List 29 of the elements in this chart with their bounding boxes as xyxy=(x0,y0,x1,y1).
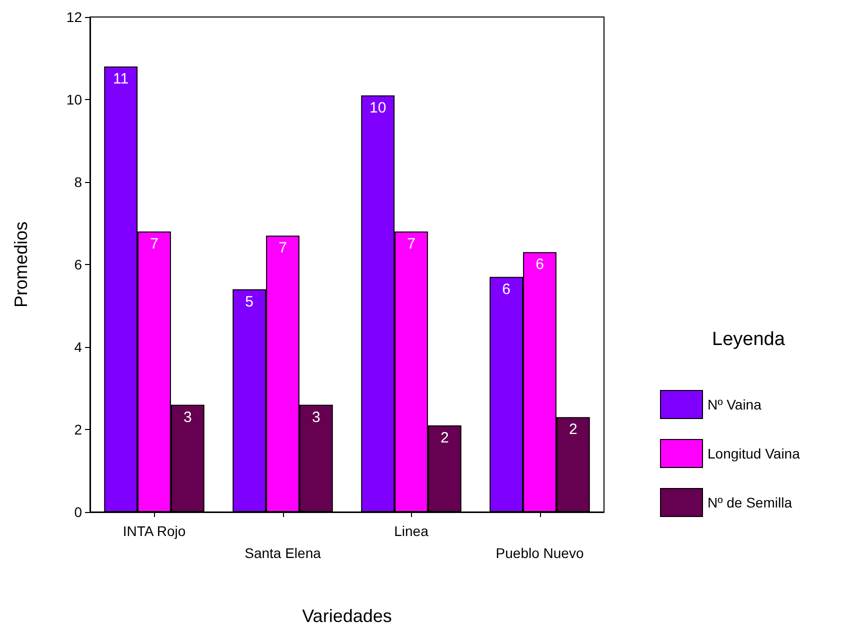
x-tick-label: Pueblo Nuevo xyxy=(496,545,584,561)
data-label: 6 xyxy=(502,280,511,298)
data-label: 2 xyxy=(568,421,578,438)
y-tick-label: 12 xyxy=(66,9,82,25)
data-label: 7 xyxy=(150,236,158,252)
y-axis-title: Promedios xyxy=(11,221,31,308)
x-tick-label: Linea xyxy=(394,523,429,539)
data-label: 7 xyxy=(407,236,416,252)
data-label: 3 xyxy=(183,408,192,426)
legend-label: Longitud Vaina xyxy=(708,446,800,462)
y-tick-label: 10 xyxy=(66,92,82,108)
data-label: 5 xyxy=(245,293,254,310)
data-label: 2 xyxy=(440,429,449,446)
y-tick-label: 2 xyxy=(74,422,82,438)
data-label: 3 xyxy=(312,408,320,426)
x-tick-label: Santa Elena xyxy=(244,545,322,561)
data-label: 11 xyxy=(113,70,129,88)
data-label: 10 xyxy=(369,99,386,116)
legend-label: Nº de Semilla xyxy=(708,494,792,510)
data-label: 7 xyxy=(278,240,287,257)
y-tick-label: 8 xyxy=(74,174,82,190)
data-label: 6 xyxy=(536,256,544,274)
legend-title: Leyenda xyxy=(712,329,786,350)
y-tick-label: 4 xyxy=(74,339,82,355)
legend-label: Nº Vaina xyxy=(708,396,762,412)
y-tick-label: 6 xyxy=(74,256,82,272)
x-axis-title: Variedades xyxy=(302,606,392,626)
y-tick-label: 0 xyxy=(74,504,82,520)
x-tick-label: INTA Rojo xyxy=(122,523,186,539)
